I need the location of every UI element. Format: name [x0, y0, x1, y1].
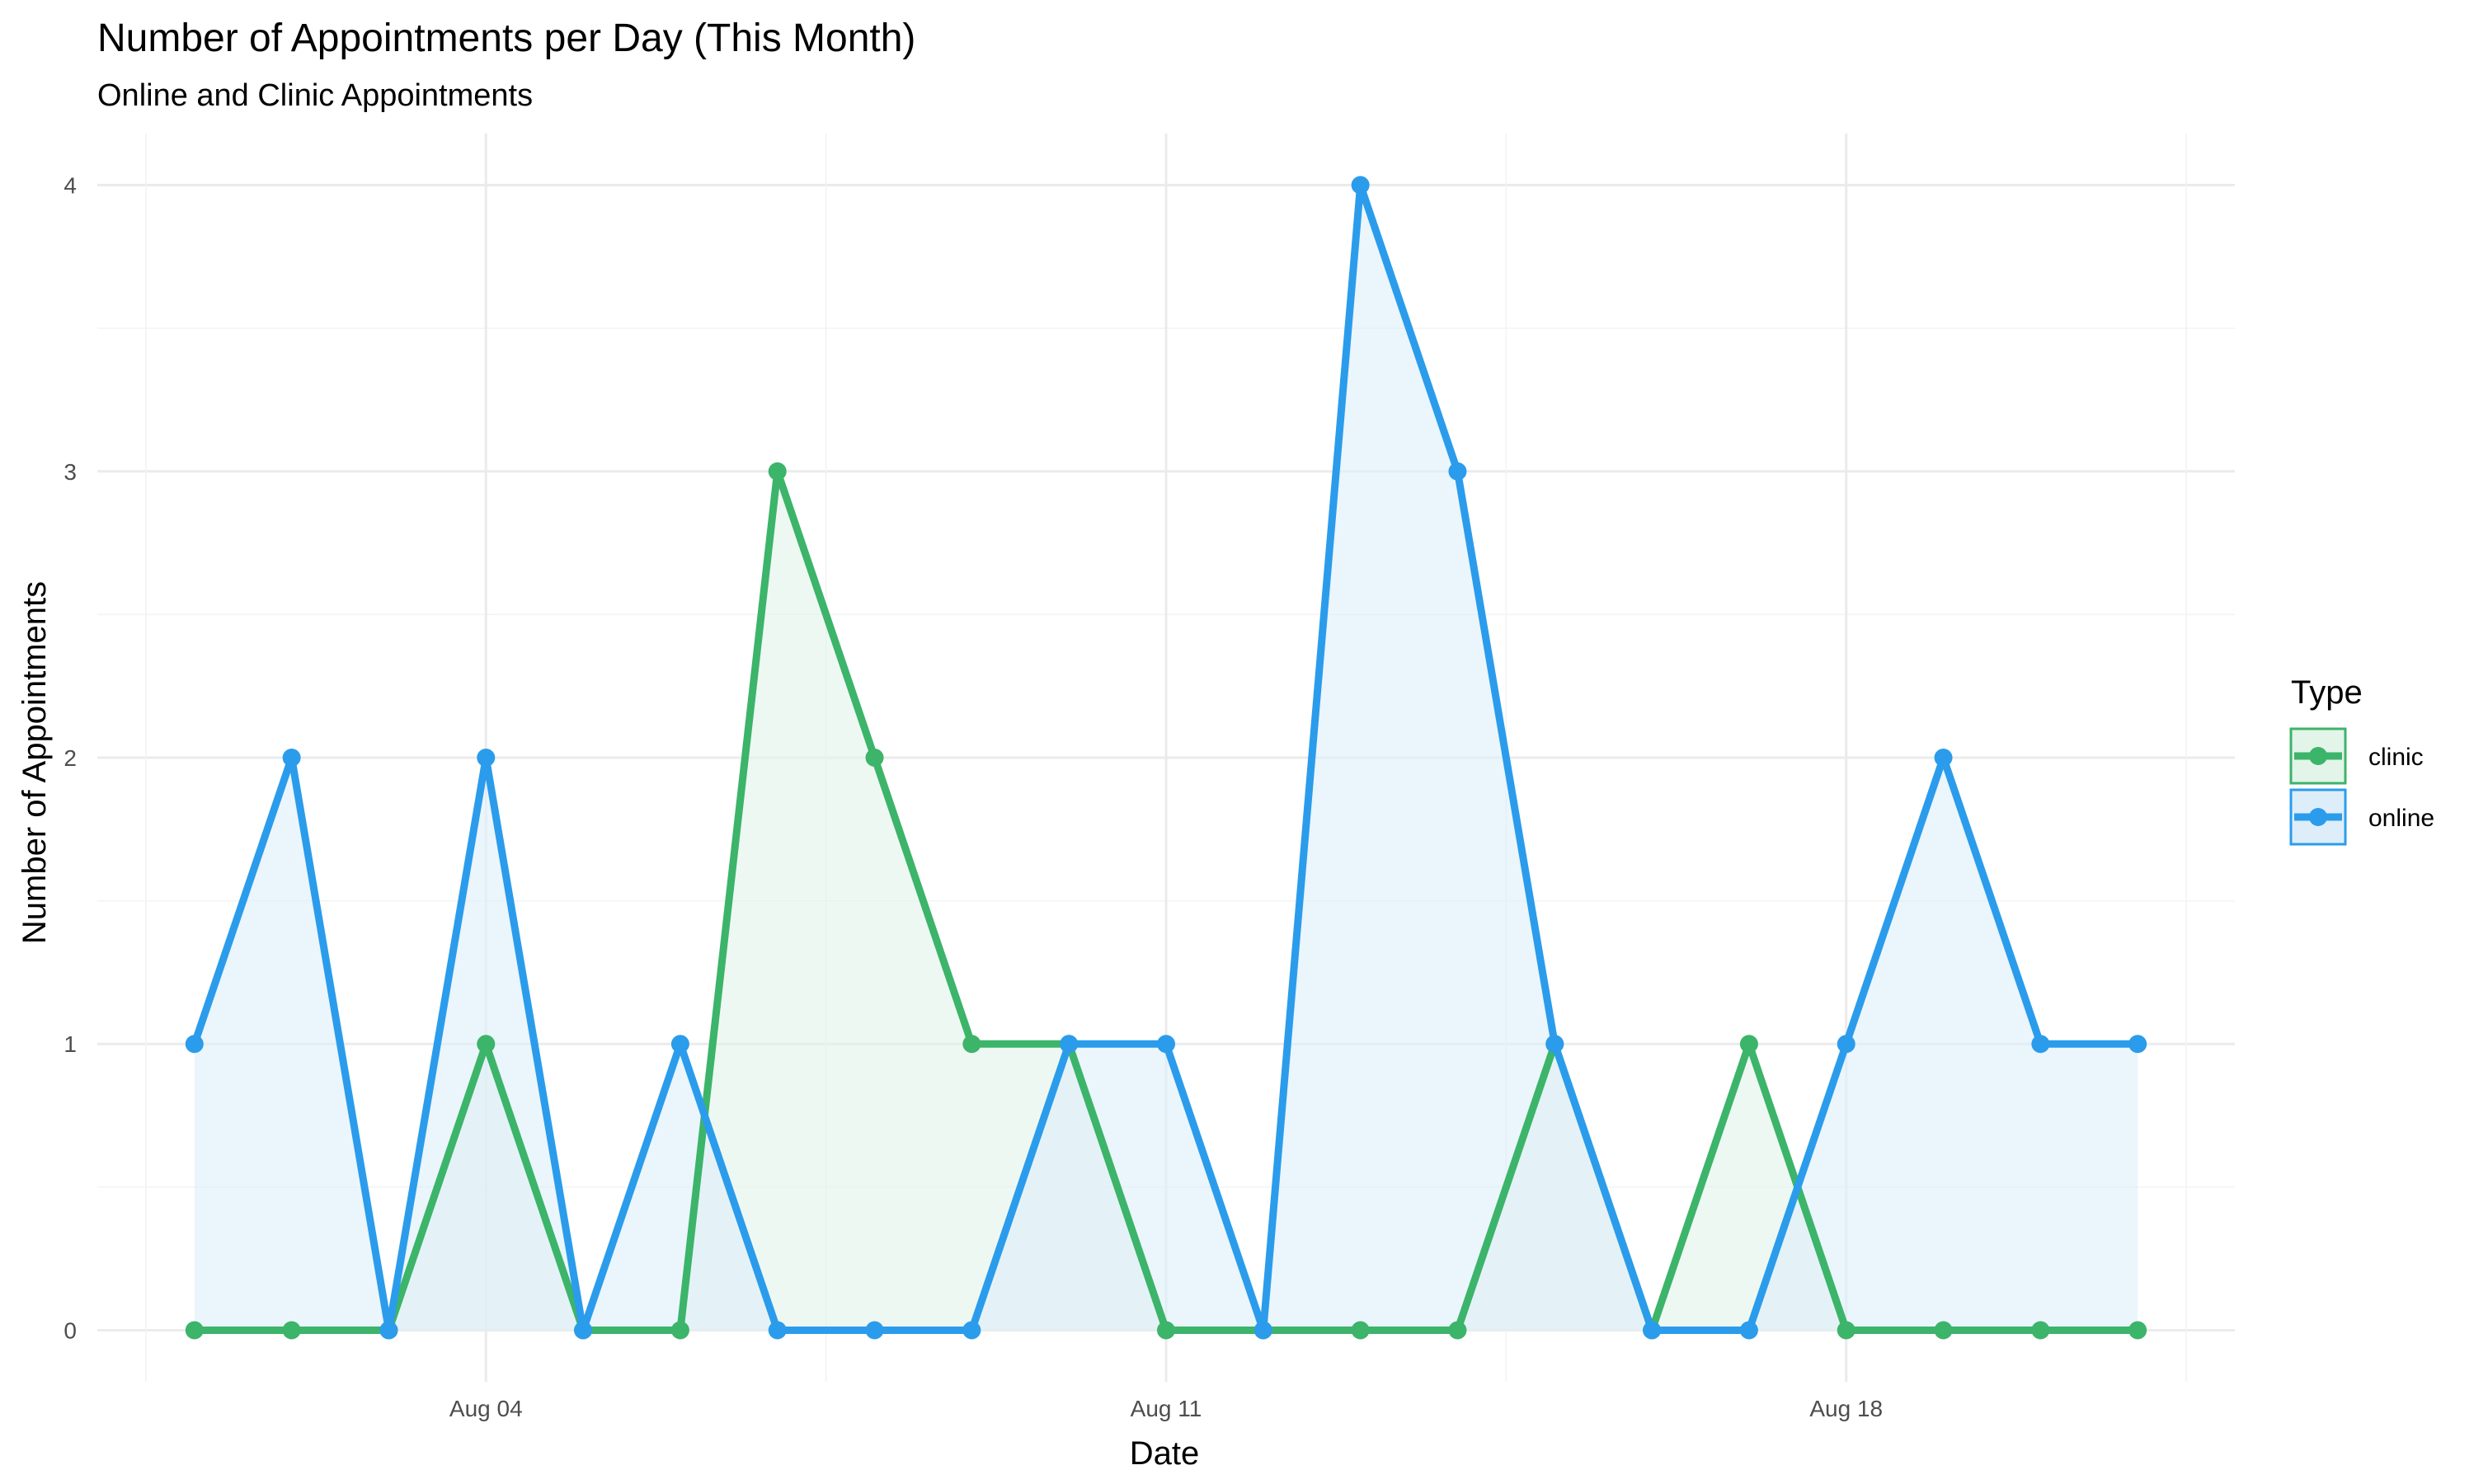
- point-online: [1837, 1035, 1856, 1054]
- point-online: [1448, 462, 1467, 481]
- point-online: [768, 1321, 787, 1340]
- y-tick-label: 1: [63, 1031, 77, 1057]
- point-clinic: [2031, 1321, 2050, 1340]
- chart-subtitle: Online and Clinic Appointments: [97, 78, 533, 113]
- legend-key-point-online: [2309, 808, 2327, 826]
- point-clinic: [1739, 1035, 1758, 1054]
- point-clinic: [2128, 1321, 2147, 1340]
- x-tick-label: Aug 11: [1131, 1396, 1202, 1421]
- point-clinic: [477, 1035, 496, 1054]
- point-clinic: [1448, 1321, 1467, 1340]
- legend-item-clinic: clinic: [2289, 727, 2424, 785]
- point-online: [1643, 1321, 1662, 1340]
- x-tick-label: Aug 18: [1809, 1396, 1883, 1421]
- point-online: [379, 1321, 398, 1340]
- y-tick-label: 2: [63, 745, 77, 771]
- legend-label-clinic: clinic: [2368, 744, 2424, 771]
- point-online: [2031, 1035, 2050, 1054]
- legend-item-online: online: [2289, 788, 2434, 846]
- point-online: [1934, 749, 1953, 767]
- point-online: [1157, 1035, 1175, 1054]
- point-online: [477, 749, 496, 767]
- y-axis-ticks: 0 1 2 3 4: [63, 173, 77, 1344]
- point-clinic: [1837, 1321, 1856, 1340]
- point-online: [962, 1321, 981, 1340]
- x-tick-label: Aug 04: [449, 1396, 523, 1421]
- point-clinic: [865, 749, 884, 767]
- point-online: [1351, 176, 1370, 195]
- legend: Type clinic online: [2289, 674, 2434, 846]
- point-online: [1545, 1035, 1564, 1054]
- point-clinic: [768, 462, 787, 481]
- legend-title: Type: [2291, 674, 2363, 711]
- point-online: [282, 749, 301, 767]
- point-online: [1253, 1321, 1272, 1340]
- point-online: [1060, 1035, 1079, 1054]
- x-axis-title: Date: [1130, 1435, 1200, 1472]
- point-online: [1739, 1321, 1758, 1340]
- y-tick-label: 3: [63, 459, 77, 485]
- chart-title: Number of Appointments per Day (This Mon…: [97, 16, 915, 60]
- point-online: [670, 1035, 689, 1054]
- point-clinic: [185, 1321, 204, 1340]
- legend-label-online: online: [2368, 805, 2434, 832]
- point-clinic: [282, 1321, 301, 1340]
- point-clinic: [1157, 1321, 1175, 1340]
- point-online: [185, 1035, 204, 1054]
- y-tick-label: 4: [63, 173, 77, 199]
- point-online: [865, 1321, 884, 1340]
- legend-key-point-clinic: [2309, 747, 2327, 765]
- point-online: [2128, 1035, 2147, 1054]
- point-online: [574, 1321, 593, 1340]
- point-clinic: [1351, 1321, 1370, 1340]
- point-clinic: [1934, 1321, 1953, 1340]
- y-tick-label: 0: [63, 1317, 77, 1343]
- y-axis-title: Number of Appointments: [16, 581, 53, 944]
- point-clinic: [670, 1321, 689, 1340]
- series-points: [185, 176, 2147, 1340]
- point-clinic: [962, 1035, 981, 1054]
- x-axis-ticks: Aug 04 Aug 11 Aug 18: [449, 1396, 1883, 1421]
